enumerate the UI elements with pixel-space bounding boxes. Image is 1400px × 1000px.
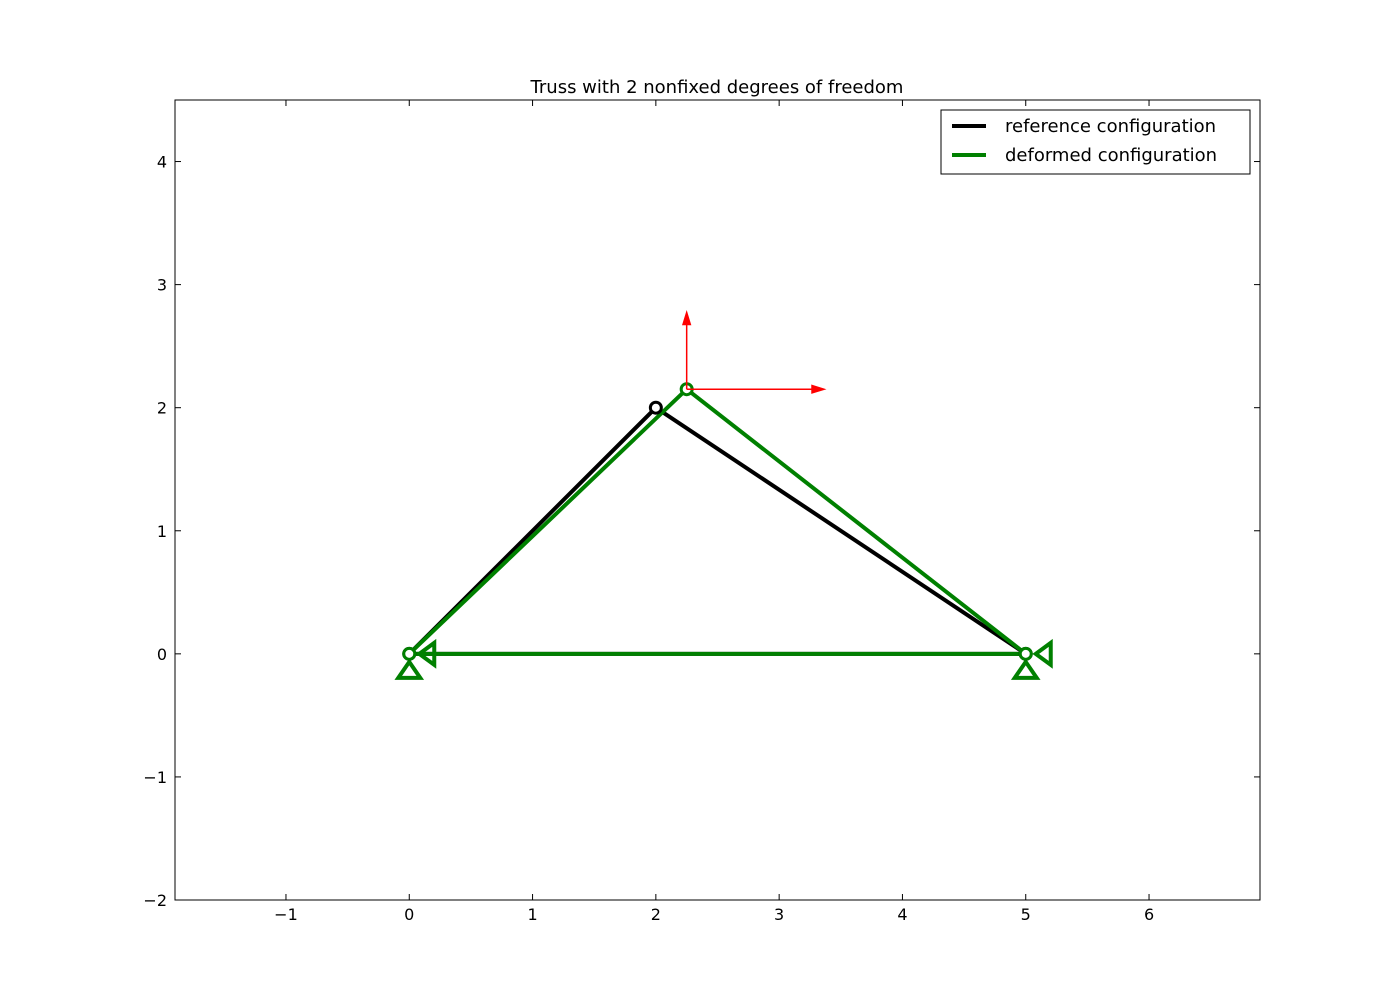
x-tick-label: 4 xyxy=(897,905,907,924)
x-tick-label: 3 xyxy=(774,905,784,924)
member-line-deformed-1 xyxy=(407,387,689,656)
axis-ticks: −1 0 1 2 3 4 5 6 −2 −1 0 1 2 3 4 xyxy=(143,100,1260,924)
support-vertical-1 xyxy=(1010,658,1041,680)
axes-frame xyxy=(174,99,1261,901)
chart-title: Truss with 2 nonfixed degrees of freedom xyxy=(530,77,904,98)
plot-area xyxy=(394,309,1053,680)
x-tick-label: 5 xyxy=(1021,905,1031,924)
y-tick-label: 4 xyxy=(157,153,167,172)
node-deformed-0 xyxy=(402,646,417,661)
y-tick-label: 1 xyxy=(157,522,167,541)
x-tick-label: 0 xyxy=(404,905,414,924)
y-tick-label: −1 xyxy=(143,768,167,787)
node-reference-2 xyxy=(648,400,663,415)
support-vertical-0 xyxy=(394,658,425,680)
force-arrow-head-0 xyxy=(681,309,692,326)
x-tick-label: 1 xyxy=(527,905,537,924)
y-tick-label: 3 xyxy=(157,276,167,295)
x-tick-label: 2 xyxy=(651,905,661,924)
x-tick-label: −1 xyxy=(274,905,298,924)
member-line-deformed-2 xyxy=(684,387,1028,656)
legend-label-deformed: deformed configuration xyxy=(1005,145,1217,166)
member-line-reference-2 xyxy=(653,405,1028,656)
y-tick-label: 2 xyxy=(157,399,167,418)
force-arrow-head-1 xyxy=(811,384,827,394)
legend: reference configuration deformed configur… xyxy=(940,109,1251,175)
y-tick-label: 0 xyxy=(157,645,167,664)
node-deformed-1 xyxy=(1018,646,1033,661)
support-horizontal-0 xyxy=(415,638,437,669)
legend-label-reference: reference configuration xyxy=(1005,116,1216,137)
legend-box xyxy=(940,109,1251,175)
support-horizontal-1 xyxy=(1032,638,1053,669)
x-tick-label: 6 xyxy=(1144,905,1154,924)
y-tick-label: −2 xyxy=(143,891,167,910)
